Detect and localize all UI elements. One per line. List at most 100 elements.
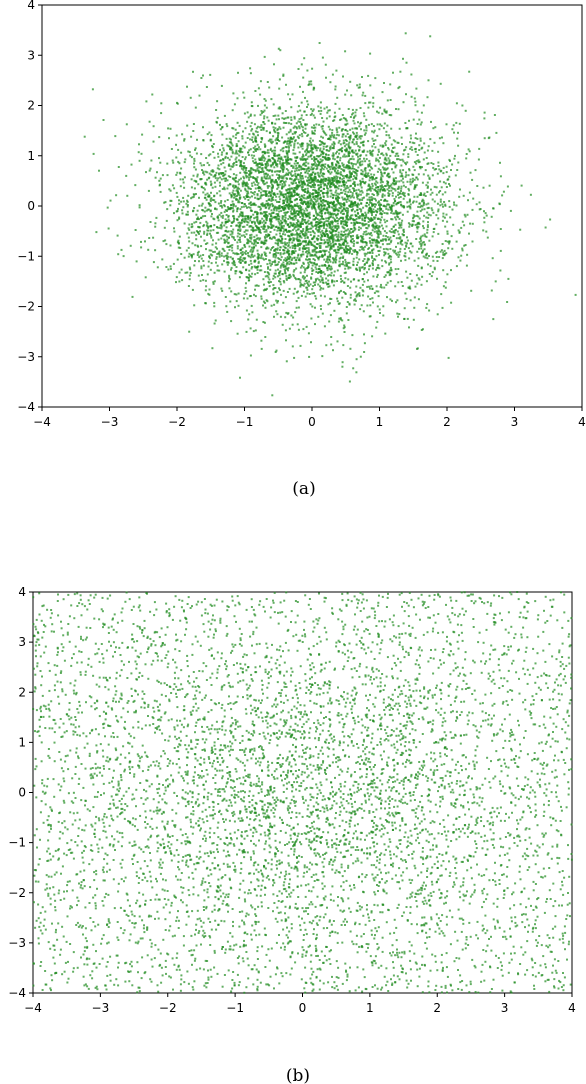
scatter-point bbox=[293, 205, 296, 208]
scatter-point bbox=[326, 245, 329, 248]
scatter-point bbox=[318, 143, 321, 146]
scatter-point bbox=[388, 193, 391, 196]
scatter-point bbox=[380, 173, 383, 176]
scatter-point bbox=[409, 207, 412, 210]
scatter-point bbox=[246, 240, 249, 243]
scatter-point bbox=[499, 175, 502, 178]
scatter-point bbox=[455, 121, 458, 124]
scatter-point bbox=[282, 73, 285, 76]
scatter-point bbox=[483, 117, 486, 120]
scatter-point bbox=[404, 161, 407, 164]
scatter-point bbox=[361, 278, 364, 281]
scatter-point bbox=[327, 261, 329, 264]
scatter-point bbox=[350, 222, 353, 224]
scatter-point bbox=[171, 159, 174, 162]
scatter-point bbox=[300, 145, 303, 148]
scatter-point bbox=[263, 183, 266, 186]
scatter-point bbox=[188, 228, 191, 231]
scatter-point bbox=[261, 202, 264, 205]
scatter-point bbox=[354, 223, 356, 226]
scatter-point bbox=[310, 221, 313, 224]
scatter-point bbox=[365, 175, 368, 178]
scatter-point bbox=[361, 197, 364, 200]
scatter-point bbox=[208, 194, 211, 197]
scatter-point bbox=[385, 239, 387, 242]
scatter-point bbox=[273, 235, 276, 238]
scatter-point bbox=[254, 158, 257, 161]
scatter-point bbox=[305, 234, 308, 237]
scatter-point bbox=[321, 277, 324, 280]
scatter-point bbox=[492, 207, 495, 210]
scatter-point bbox=[352, 151, 355, 154]
scatter-point bbox=[281, 183, 284, 186]
scatter-point bbox=[304, 175, 307, 178]
scatter-point bbox=[320, 204, 323, 207]
scatter-point bbox=[243, 171, 246, 174]
scatter-point bbox=[405, 93, 407, 96]
scatter-point bbox=[292, 275, 295, 278]
scatter-point bbox=[285, 277, 288, 280]
scatter-point bbox=[257, 262, 260, 265]
scatter-point bbox=[364, 172, 367, 175]
scatter-point bbox=[388, 255, 391, 258]
scatter-point bbox=[383, 286, 386, 289]
scatter-point bbox=[178, 235, 181, 238]
scatter-point bbox=[366, 233, 369, 236]
scatter-point bbox=[253, 154, 256, 157]
scatter-point bbox=[330, 336, 333, 338]
scatter-point bbox=[375, 180, 378, 183]
scatter-point bbox=[402, 160, 405, 163]
scatter-point bbox=[385, 159, 388, 162]
scatter-point bbox=[281, 273, 284, 275]
scatter-point bbox=[428, 176, 431, 179]
scatter-point bbox=[224, 200, 227, 203]
scatter-point bbox=[276, 200, 278, 203]
scatter-point bbox=[308, 204, 311, 207]
scatter-point bbox=[316, 277, 319, 280]
scatter-point bbox=[427, 213, 430, 216]
scatter-point bbox=[464, 244, 467, 246]
scatter-point bbox=[386, 271, 389, 274]
scatter-point bbox=[293, 215, 296, 218]
scatter-point bbox=[337, 141, 340, 144]
scatter-point bbox=[372, 139, 375, 142]
scatter-point bbox=[246, 238, 249, 241]
scatter-point bbox=[326, 259, 329, 262]
scatter-point bbox=[308, 196, 311, 199]
scatter-point bbox=[428, 239, 431, 242]
scatter-point bbox=[252, 229, 255, 231]
scatter-point bbox=[259, 207, 262, 210]
scatter-point bbox=[244, 229, 247, 232]
scatter-point bbox=[250, 154, 253, 157]
scatter-point bbox=[345, 164, 348, 167]
scatter-point bbox=[287, 244, 290, 247]
scatter-point bbox=[316, 218, 319, 220]
scatter-point bbox=[297, 328, 300, 331]
scatter-point bbox=[272, 274, 275, 277]
scatter-point bbox=[291, 212, 293, 215]
scatter-point bbox=[228, 278, 231, 281]
scatter-point bbox=[204, 243, 207, 245]
scatter-point bbox=[410, 73, 413, 76]
scatter-point bbox=[254, 216, 257, 219]
scatter-point bbox=[373, 188, 376, 191]
scatter-point bbox=[341, 319, 344, 322]
scatter-point bbox=[350, 157, 353, 160]
scatter-point bbox=[232, 135, 235, 138]
scatter-point bbox=[257, 197, 260, 200]
scatter-point bbox=[318, 271, 321, 274]
scatter-point bbox=[247, 192, 250, 195]
scatter-point bbox=[288, 216, 291, 219]
scatter-point bbox=[415, 184, 418, 187]
scatter-point bbox=[432, 259, 435, 262]
scatter-point bbox=[434, 251, 437, 254]
scatter-point bbox=[501, 194, 504, 197]
scatter-point bbox=[296, 210, 299, 213]
scatter-point bbox=[298, 248, 301, 251]
scatter-point bbox=[502, 190, 505, 193]
scatter-point bbox=[297, 254, 300, 257]
scatter-point bbox=[314, 178, 317, 181]
scatter-point bbox=[362, 290, 365, 293]
scatter-point bbox=[388, 274, 391, 277]
scatter-point bbox=[171, 184, 174, 187]
